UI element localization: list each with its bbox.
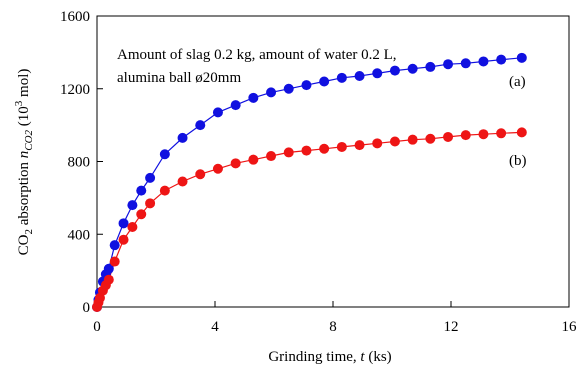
point-b bbox=[301, 145, 312, 156]
y-tick-label: 800 bbox=[68, 155, 91, 171]
point-b bbox=[195, 169, 206, 180]
point-a bbox=[496, 54, 507, 65]
point-b bbox=[319, 143, 330, 154]
x-axis-ticks: 0 4 8 12 16 bbox=[93, 301, 577, 335]
point-b bbox=[145, 198, 156, 209]
point-a bbox=[425, 61, 436, 72]
point-a bbox=[283, 83, 294, 94]
point-b bbox=[516, 127, 527, 138]
annotation-line-1: Amount of slag 0.2 kg, amount of water 0… bbox=[117, 47, 397, 63]
point-b bbox=[389, 136, 400, 147]
x-axis-title: Grinding time, t (ks) bbox=[268, 349, 391, 365]
point-a bbox=[372, 68, 383, 79]
data-points bbox=[92, 52, 527, 312]
fit-lines bbox=[96, 57, 522, 308]
x-tick-label: 4 bbox=[211, 319, 219, 335]
y-axis-title: CO2 absorption nCO2 (103 mol) bbox=[13, 69, 35, 256]
point-b bbox=[425, 133, 436, 144]
point-a bbox=[516, 52, 527, 63]
point-a bbox=[319, 76, 330, 87]
point-a bbox=[127, 200, 138, 211]
point-b bbox=[136, 209, 147, 220]
point-a bbox=[230, 100, 241, 111]
point-a bbox=[389, 65, 400, 76]
point-b bbox=[443, 131, 454, 142]
point-b bbox=[212, 163, 223, 174]
point-a bbox=[407, 63, 418, 74]
point-b bbox=[372, 138, 383, 149]
point-b bbox=[407, 134, 418, 145]
point-b bbox=[248, 154, 259, 165]
point-b bbox=[118, 234, 129, 245]
point-b bbox=[354, 140, 365, 151]
point-b bbox=[266, 151, 277, 162]
y-tick-label: 1600 bbox=[60, 9, 90, 25]
point-a bbox=[248, 92, 259, 103]
point-b bbox=[230, 158, 241, 169]
point-b bbox=[109, 256, 120, 267]
point-a bbox=[195, 120, 206, 131]
annotation-line-2: alumina ball ø20mm bbox=[117, 70, 241, 86]
point-a bbox=[460, 58, 471, 69]
y-tick-label: 1200 bbox=[60, 82, 90, 98]
point-a bbox=[145, 172, 156, 183]
y-tick-label: 0 bbox=[83, 300, 91, 316]
x-tick-label: 16 bbox=[562, 319, 578, 335]
series-b-label: (b) bbox=[509, 153, 527, 169]
fit-line-b bbox=[96, 131, 522, 308]
x-tick-label: 8 bbox=[329, 319, 337, 335]
point-b bbox=[127, 221, 138, 232]
point-a bbox=[109, 240, 120, 251]
y-tick-label: 400 bbox=[68, 227, 91, 243]
y-axis-ticks: 0 400 800 1200 1600 bbox=[60, 9, 103, 316]
point-b bbox=[103, 274, 114, 285]
point-a bbox=[478, 56, 489, 67]
point-a bbox=[136, 185, 147, 196]
point-b bbox=[177, 176, 188, 187]
point-a bbox=[212, 107, 223, 118]
point-b bbox=[496, 128, 507, 139]
point-a bbox=[301, 80, 312, 91]
point-a bbox=[103, 263, 114, 274]
point-a bbox=[336, 72, 347, 83]
point-b bbox=[460, 130, 471, 141]
point-a bbox=[177, 132, 188, 143]
fit-line-a bbox=[96, 57, 522, 308]
point-b bbox=[478, 129, 489, 140]
x-tick-label: 12 bbox=[444, 319, 459, 335]
point-a bbox=[118, 218, 129, 229]
series-a-label: (a) bbox=[509, 74, 526, 90]
x-tick-label: 0 bbox=[93, 319, 101, 335]
point-a bbox=[266, 87, 277, 98]
point-a bbox=[159, 149, 170, 160]
point-b bbox=[336, 141, 347, 152]
point-a bbox=[443, 59, 454, 70]
point-b bbox=[283, 147, 294, 158]
point-a bbox=[354, 71, 365, 82]
point-b bbox=[159, 185, 170, 196]
